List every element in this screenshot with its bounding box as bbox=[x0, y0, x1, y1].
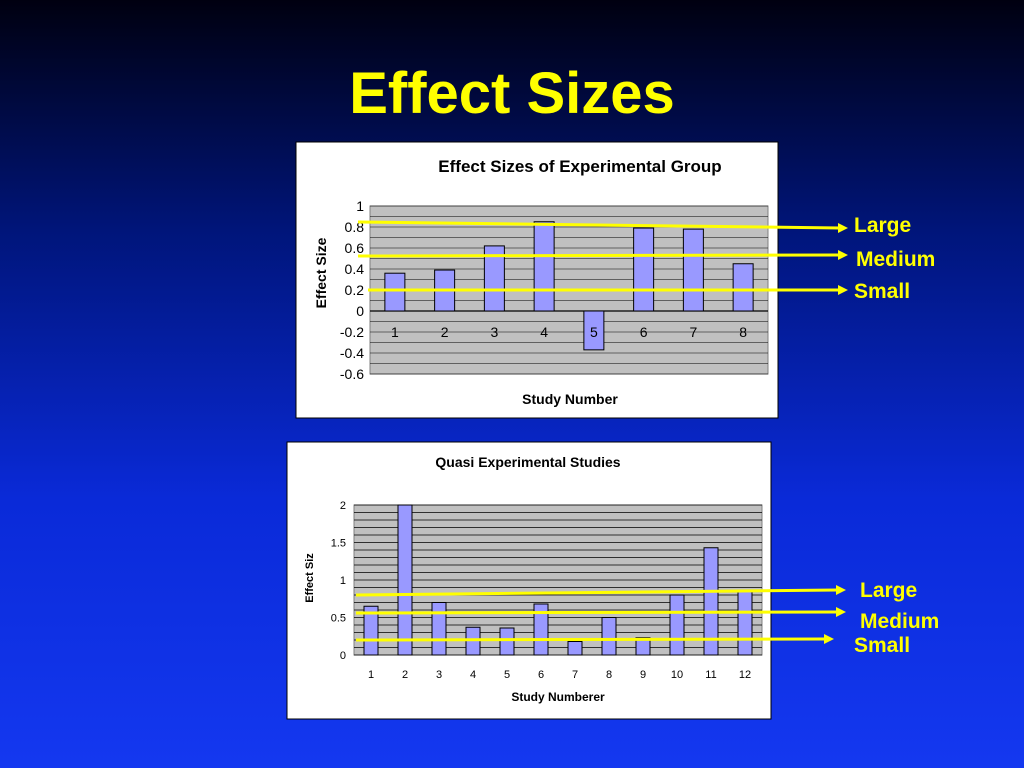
x-tick-label: 9 bbox=[640, 669, 646, 681]
arrow-head-icon bbox=[838, 223, 848, 233]
y-tick-label: -0.4 bbox=[340, 345, 364, 361]
x-tick-label: 6 bbox=[538, 669, 544, 681]
threshold-arrow-line bbox=[355, 588, 839, 597]
bar bbox=[669, 594, 685, 656]
y-tick-label: 1 bbox=[340, 575, 346, 587]
threshold-arrow-line bbox=[357, 220, 841, 230]
bar bbox=[633, 227, 655, 312]
threshold-label: Large bbox=[860, 579, 917, 602]
bar bbox=[533, 603, 549, 656]
arrow-head-icon bbox=[838, 250, 848, 260]
x-tick-label: 1 bbox=[368, 669, 374, 681]
bar bbox=[397, 504, 413, 656]
arrow-head-icon bbox=[838, 285, 848, 295]
bar bbox=[499, 627, 515, 656]
chart-2-gridlines bbox=[354, 504, 762, 656]
x-tick-label: 12 bbox=[739, 669, 751, 681]
chart-2-y-tick-labels: 2 1.5 1 0.5 0 bbox=[331, 500, 346, 662]
y-tick-label: 0 bbox=[340, 650, 346, 662]
bar bbox=[732, 263, 754, 312]
chart-1-y-tick-labels: 10.80.60.40.20-0.2-0.4-0.6 bbox=[340, 198, 364, 382]
bar bbox=[567, 641, 583, 656]
x-tick-label: 5 bbox=[504, 669, 510, 681]
arrow-head-icon bbox=[836, 585, 846, 595]
bar bbox=[703, 547, 719, 656]
threshold-arrow-line bbox=[355, 610, 839, 615]
bar bbox=[601, 617, 617, 656]
bar bbox=[635, 637, 651, 656]
x-tick-label: 4 bbox=[470, 669, 476, 681]
chart-1-title: Effect Sizes of Experimental Group bbox=[438, 157, 721, 176]
bar bbox=[737, 590, 753, 656]
x-tick-label: 7 bbox=[689, 324, 697, 340]
chart-1: Effect Sizes of Experimental Group 10.80… bbox=[295, 141, 779, 419]
chart-1-y-axis-label: Effect Size bbox=[313, 237, 329, 308]
y-tick-label: 1 bbox=[356, 198, 364, 214]
chart-2-title: Quasi Experimental Studies bbox=[435, 454, 620, 470]
bar bbox=[533, 221, 555, 312]
x-tick-label: 7 bbox=[572, 669, 578, 681]
chart-2-x-tick-labels: 1 2 3 4 5 6 7 8 9 10 11 12 bbox=[368, 669, 751, 681]
threshold-label: Medium bbox=[860, 610, 939, 633]
x-tick-label: 1 bbox=[391, 324, 399, 340]
x-tick-label: 3 bbox=[436, 669, 442, 681]
y-tick-label: 0 bbox=[356, 303, 364, 319]
x-tick-label: 10 bbox=[671, 669, 683, 681]
x-tick-label: 8 bbox=[606, 669, 612, 681]
y-tick-label: 1.5 bbox=[331, 537, 346, 549]
x-tick-label: 6 bbox=[640, 324, 648, 340]
x-tick-label: 3 bbox=[490, 324, 498, 340]
y-tick-label: -0.2 bbox=[340, 324, 364, 340]
y-tick-label: 0.5 bbox=[331, 612, 346, 624]
x-tick-label: 4 bbox=[540, 324, 548, 340]
bar bbox=[363, 605, 379, 656]
y-tick-label: 0.6 bbox=[345, 240, 365, 256]
x-tick-label: 2 bbox=[402, 669, 408, 681]
y-tick-label: 0.4 bbox=[345, 261, 365, 277]
x-tick-label: 11 bbox=[705, 669, 716, 681]
bar bbox=[384, 272, 406, 312]
x-tick-label: 2 bbox=[441, 324, 449, 340]
chart-1-x-axis-label: Study Number bbox=[522, 391, 618, 407]
slide-title: Effect Sizes bbox=[349, 61, 675, 126]
x-tick-label: 5 bbox=[590, 324, 598, 340]
chart-1-x-tick-labels: 1 2 3 4 5 6 7 8 bbox=[391, 324, 747, 340]
y-tick-label: -0.6 bbox=[340, 366, 364, 382]
x-tick-label: 8 bbox=[739, 324, 747, 340]
bar bbox=[583, 310, 605, 351]
threshold-arrow-line bbox=[357, 253, 841, 258]
y-tick-label: 0.2 bbox=[345, 282, 365, 298]
chart-2-x-axis-label: Study Numberer bbox=[511, 690, 605, 704]
y-tick-label: 2 bbox=[340, 500, 346, 512]
chart-2-y-axis-label: Effect Siz bbox=[304, 553, 316, 603]
arrow-head-icon bbox=[824, 634, 834, 644]
threshold-label: Small bbox=[854, 280, 910, 303]
threshold-label: Medium bbox=[856, 248, 935, 271]
threshold-label: Large bbox=[854, 214, 911, 237]
arrow-head-icon bbox=[836, 607, 846, 617]
bar bbox=[483, 245, 505, 312]
bar bbox=[431, 602, 447, 656]
bar bbox=[682, 228, 704, 312]
threshold-arrow-line bbox=[355, 637, 827, 642]
threshold-label: Small bbox=[854, 634, 910, 657]
